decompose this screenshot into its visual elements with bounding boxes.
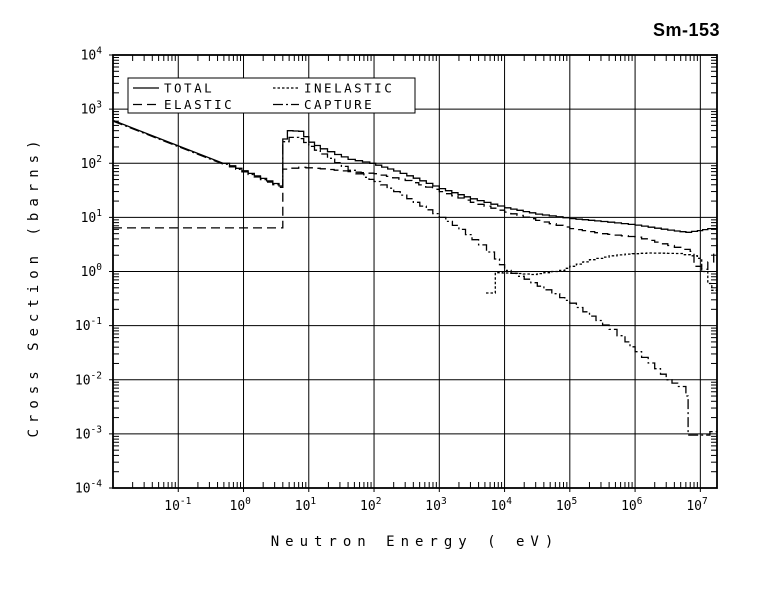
y-tick-label: 104 bbox=[81, 46, 103, 64]
series-total bbox=[112, 119, 718, 233]
x-tick-label: 103 bbox=[425, 496, 446, 514]
x-axis-label: Neutron Energy ( eV) bbox=[270, 534, 560, 550]
legend-box bbox=[127, 77, 416, 114]
y-tick-label: 102 bbox=[81, 154, 102, 172]
series-capture bbox=[112, 120, 718, 436]
x-tick-label: 105 bbox=[556, 496, 577, 514]
x-tick-label: 107 bbox=[686, 496, 707, 514]
legend-label-elastic: ELASTIC bbox=[164, 97, 234, 112]
x-tick-label: 101 bbox=[295, 496, 317, 514]
isotope-title: Sm-153 bbox=[652, 20, 720, 40]
x-tick-label: 100 bbox=[230, 496, 252, 514]
plot-frame bbox=[112, 54, 718, 489]
y-tick-label: 103 bbox=[81, 100, 102, 118]
legend: TOTAL INELASTIC ELASTIC CAPTURE bbox=[127, 77, 416, 114]
axis-tick-labels: 10-1 100 101 102 103 104 105 106 107 104 103 102 101… bbox=[75, 46, 708, 515]
series-inelastic bbox=[486, 252, 718, 294]
legend-label-total: TOTAL bbox=[164, 81, 214, 96]
y-tick-label: 10-3 bbox=[75, 424, 102, 442]
x-tick-label: 10-1 bbox=[164, 496, 191, 514]
series-elastic bbox=[113, 166, 718, 270]
x-tick-label: 104 bbox=[491, 496, 513, 514]
legend-label-capture: CAPTURE bbox=[304, 97, 374, 112]
x-tick-label: 102 bbox=[360, 496, 381, 514]
y-axis-label: Cross Section (barns) bbox=[26, 134, 42, 438]
x-tick-label: 106 bbox=[621, 496, 643, 514]
y-tick-label: 10-2 bbox=[75, 370, 102, 388]
axis-ticks bbox=[109, 54, 717, 492]
y-tick-label: 10-1 bbox=[75, 316, 102, 334]
y-tick-label: 101 bbox=[81, 208, 103, 226]
legend-label-inelastic: INELASTIC bbox=[304, 81, 394, 96]
y-tick-label: 100 bbox=[81, 262, 103, 280]
series-curves bbox=[112, 119, 718, 436]
grid bbox=[113, 55, 717, 488]
y-tick-label: 10-4 bbox=[75, 479, 102, 497]
